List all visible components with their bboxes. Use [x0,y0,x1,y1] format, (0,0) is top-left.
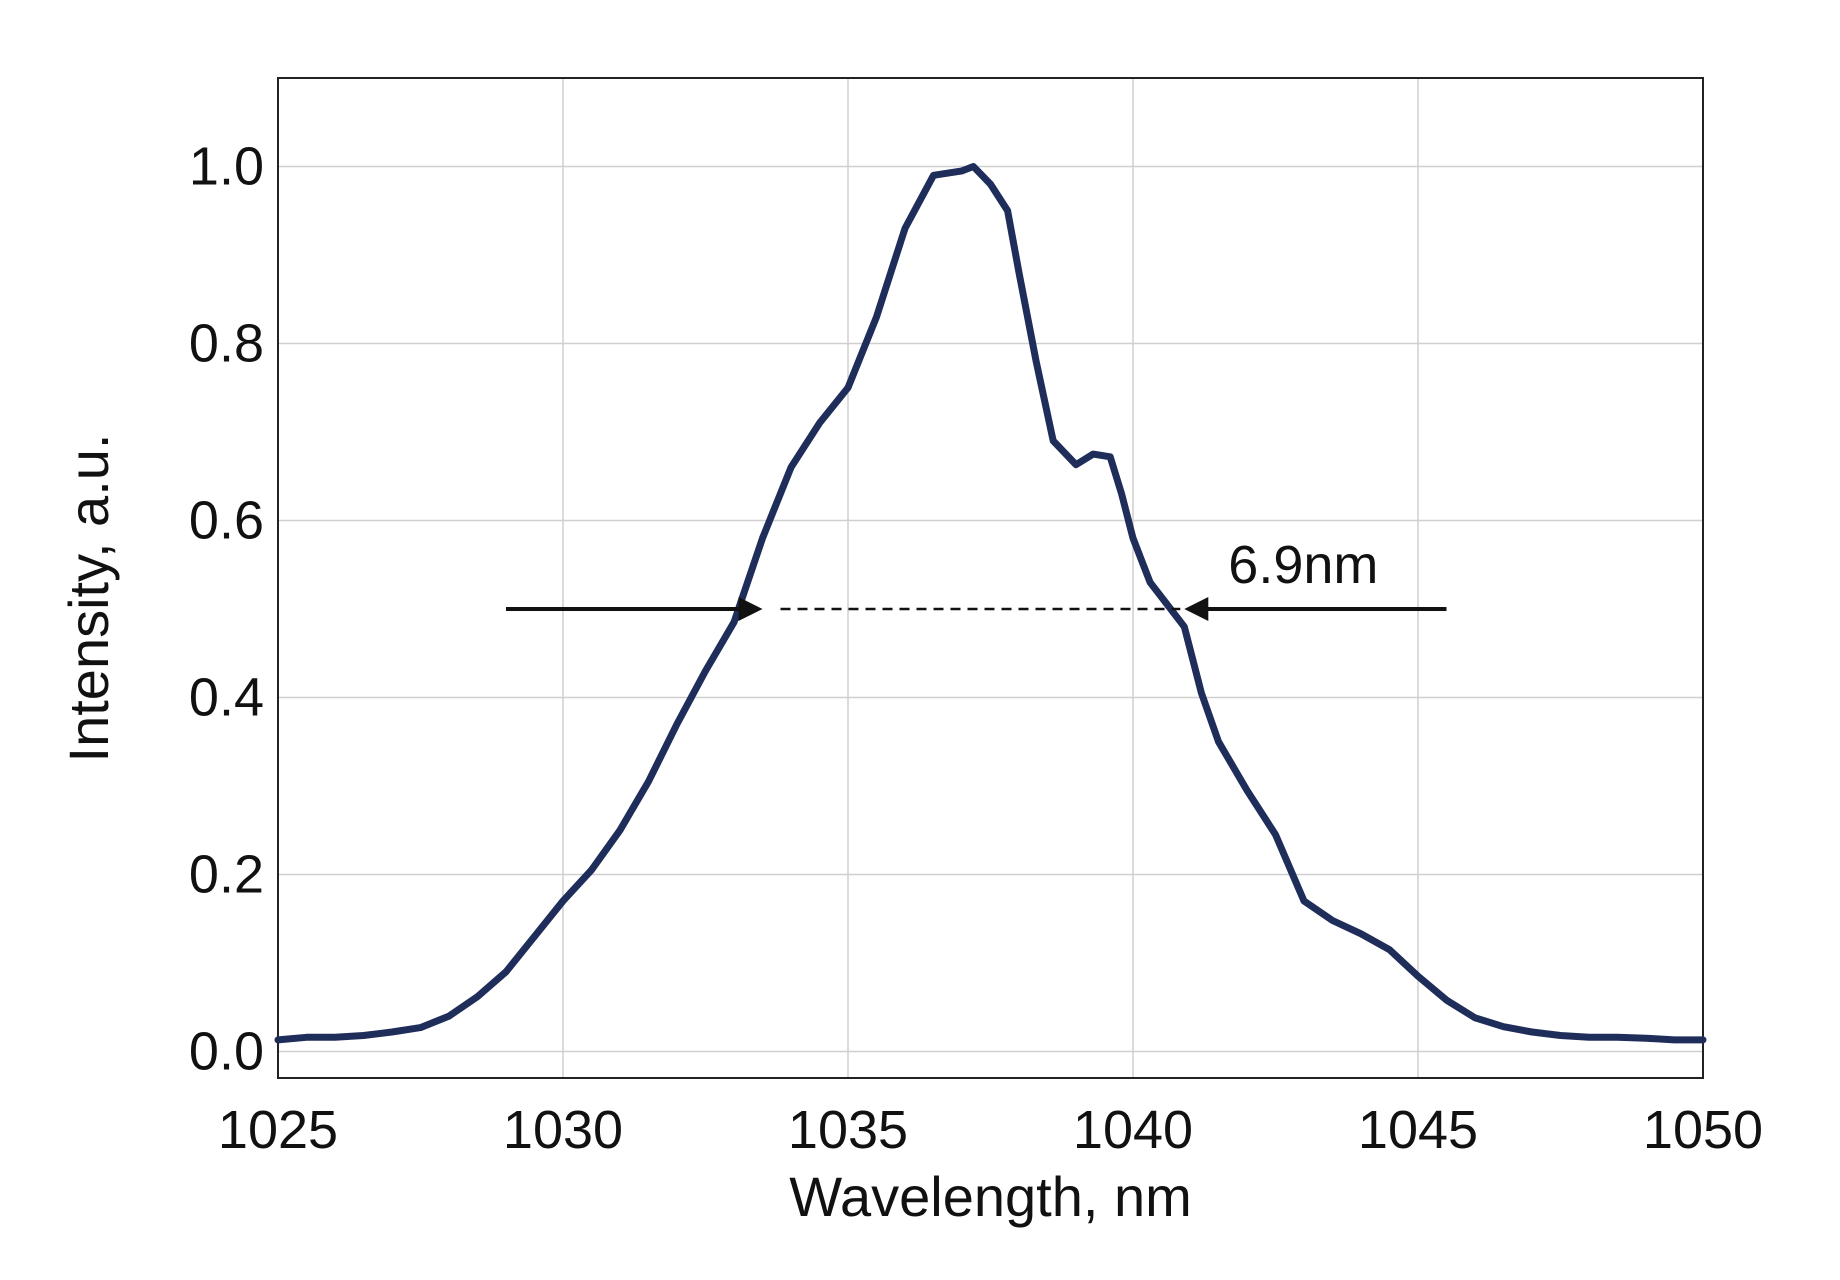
left-arrow-head [738,596,763,621]
x-tick-label: 1030 [503,1100,623,1160]
x-tick-label: 1035 [788,1100,908,1160]
x-tick-label: 1025 [218,1100,338,1160]
y-tick-label: 0.8 [189,313,264,373]
x-tick-labels: 1025 1030 1035 1040 1045 1050 [218,1100,1763,1160]
y-axis-label: Intensity, a.u. [57,434,120,763]
fwhm-annotation: 6.9nm [506,535,1447,621]
x-tick-label: 1045 [1358,1100,1478,1160]
grid-lines [277,78,1704,1078]
right-arrow-head [1184,596,1209,621]
plot-frame [277,77,1704,1079]
y-tick-label: 0.4 [189,667,264,727]
fwhm-label: 6.9nm [1228,535,1378,595]
series-layer [274,163,1707,1044]
spectrum-line [274,163,1707,1044]
y-tick-label: 1.0 [189,136,264,196]
y-tick-label: 0.6 [189,490,264,550]
y-tick-label: 0.2 [189,844,264,904]
x-tick-label: 1040 [1073,1100,1193,1160]
y-tick-labels: 0.0 0.2 0.4 0.6 0.8 1.0 [189,136,264,1081]
x-tick-label: 1050 [1643,1100,1763,1160]
y-tick-label: 0.0 [189,1021,264,1081]
x-axis-label: Wavelength, nm [789,1165,1192,1228]
